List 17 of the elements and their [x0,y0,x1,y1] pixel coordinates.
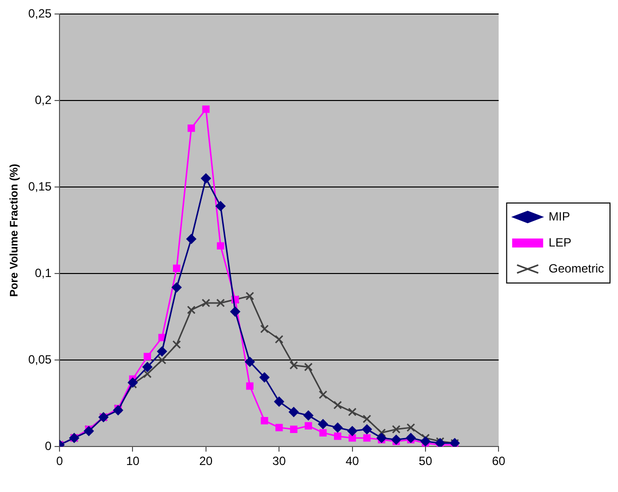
x-tick-label: 0 [56,454,64,468]
y-tick-label: 0 [44,438,52,453]
legend-label: Geometric [548,261,604,276]
x-tick-label: 10 [126,454,140,468]
y-tick-label: 0,1 [34,266,52,280]
legend-label: LEP [548,235,572,250]
y-tick-label: 0,25 [28,6,52,20]
x-tick-label: 30 [272,454,286,468]
y-tick-label: 0,2 [34,92,52,107]
y-tick-label: 0,15 [28,179,52,194]
x-tick-label: 40 [346,454,360,468]
y-axis-title: Pore Volume Fraction (%) [8,163,21,297]
x-tick-label: 20 [199,454,213,468]
y-tick-label: 0,05 [28,352,52,366]
legend-label: MIP [548,209,570,224]
x-tick-label: 50 [418,454,432,468]
x-tick-label: 60 [492,454,506,468]
